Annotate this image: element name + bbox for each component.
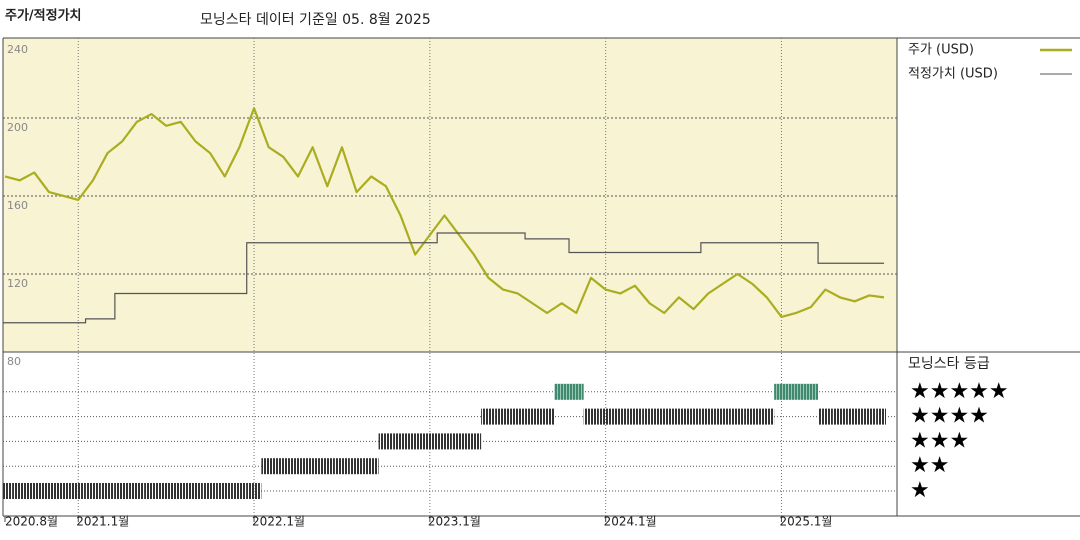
rating-bar (56, 483, 71, 499)
rating-bar (671, 408, 687, 425)
rating-bar (334, 458, 350, 475)
legend-label: 주가 (USD) (908, 43, 974, 58)
price-line (4, 107, 885, 318)
rating-bar (26, 483, 42, 499)
rating-bar (158, 483, 174, 499)
rating-title: 모닝스타 등급 (908, 356, 990, 372)
x-tick-label: 2023.1월 (428, 515, 481, 529)
price-panel (3, 38, 897, 352)
rating-bar (847, 408, 863, 425)
rating-bar (759, 408, 775, 425)
rating-bar (3, 483, 13, 499)
rating-bar (41, 483, 57, 499)
x-tick-label: 2020.8월 (5, 515, 58, 529)
rating-level: ★★★ (910, 428, 969, 453)
rating-bar (12, 483, 27, 499)
rating-bar (862, 408, 877, 425)
rating-bar (466, 433, 482, 450)
rating-level: ★★★★ (910, 404, 989, 429)
rating-bar (730, 408, 745, 425)
rating-bar (393, 433, 408, 450)
chart-subtitle: 모닝스타 데이터 기준일 05. 8월 2025 (200, 12, 431, 28)
rating-bar (217, 483, 233, 499)
rating-bar (642, 408, 657, 425)
x-tick-label: 2021.1월 (76, 515, 129, 529)
rating-bar (481, 408, 496, 425)
y-tick-label: 120 (7, 277, 28, 290)
rating-bar (276, 458, 291, 475)
rating-bar (627, 408, 643, 425)
rating-bar (525, 408, 540, 425)
rating-bar (232, 483, 247, 499)
rating-bar (510, 408, 526, 425)
rating-bar (686, 408, 701, 425)
rating-bar (188, 483, 203, 499)
rating-bar (422, 433, 438, 450)
rating-bar (803, 383, 819, 400)
rating-bar (114, 483, 130, 499)
rating-bar (569, 383, 584, 400)
rating-bar (349, 458, 364, 475)
x-tick-label: 2025.1월 (779, 515, 832, 529)
rating-bar (818, 408, 833, 425)
rating-bar (744, 408, 760, 425)
rating-bar (100, 483, 115, 499)
rating-bar (85, 483, 101, 499)
rating-bar (715, 408, 731, 425)
rating-bar (319, 458, 335, 475)
legend-label: 적정가치 (USD) (908, 67, 998, 82)
rating-bar (202, 483, 218, 499)
rating-bar (539, 408, 555, 425)
fair-value-line (3, 232, 884, 324)
rating-bar (832, 408, 848, 425)
rating-bar (129, 483, 145, 499)
rating-level: ★★ (910, 453, 949, 478)
rating-bar (700, 408, 716, 425)
rating-bar (612, 408, 628, 425)
rating-bar (173, 483, 189, 499)
rating-bar (290, 458, 306, 475)
rating-bar (305, 458, 320, 475)
rating-bar (774, 383, 789, 400)
y-tick-label: 200 (7, 121, 28, 134)
rating-bar (598, 408, 613, 425)
rating-bar (363, 458, 379, 475)
rating-level: ★★★★★ (910, 379, 1009, 404)
rating-bar (495, 408, 511, 425)
rating-bar (788, 383, 804, 400)
chart-title: 주가/적정가치 (5, 8, 82, 24)
rating-bar (583, 408, 599, 425)
y-tick-label: 240 (7, 43, 28, 56)
rating-bar (876, 408, 886, 425)
rating-level: ★ (910, 478, 930, 503)
rating-bar (144, 483, 159, 499)
rating-bar (451, 433, 467, 450)
y-tick-label: 80 (7, 355, 21, 368)
rating-bar (261, 458, 277, 475)
rating-bar (656, 408, 672, 425)
rating-bar (246, 483, 262, 499)
rating-bar (378, 433, 394, 450)
rating-bar (437, 433, 452, 450)
y-tick-label: 160 (7, 199, 28, 212)
rating-bar (407, 433, 423, 450)
rating-bar (70, 483, 86, 499)
x-tick-label: 2022.1월 (252, 515, 305, 529)
rating-bar (554, 383, 570, 400)
x-tick-label: 2024.1월 (604, 515, 657, 529)
